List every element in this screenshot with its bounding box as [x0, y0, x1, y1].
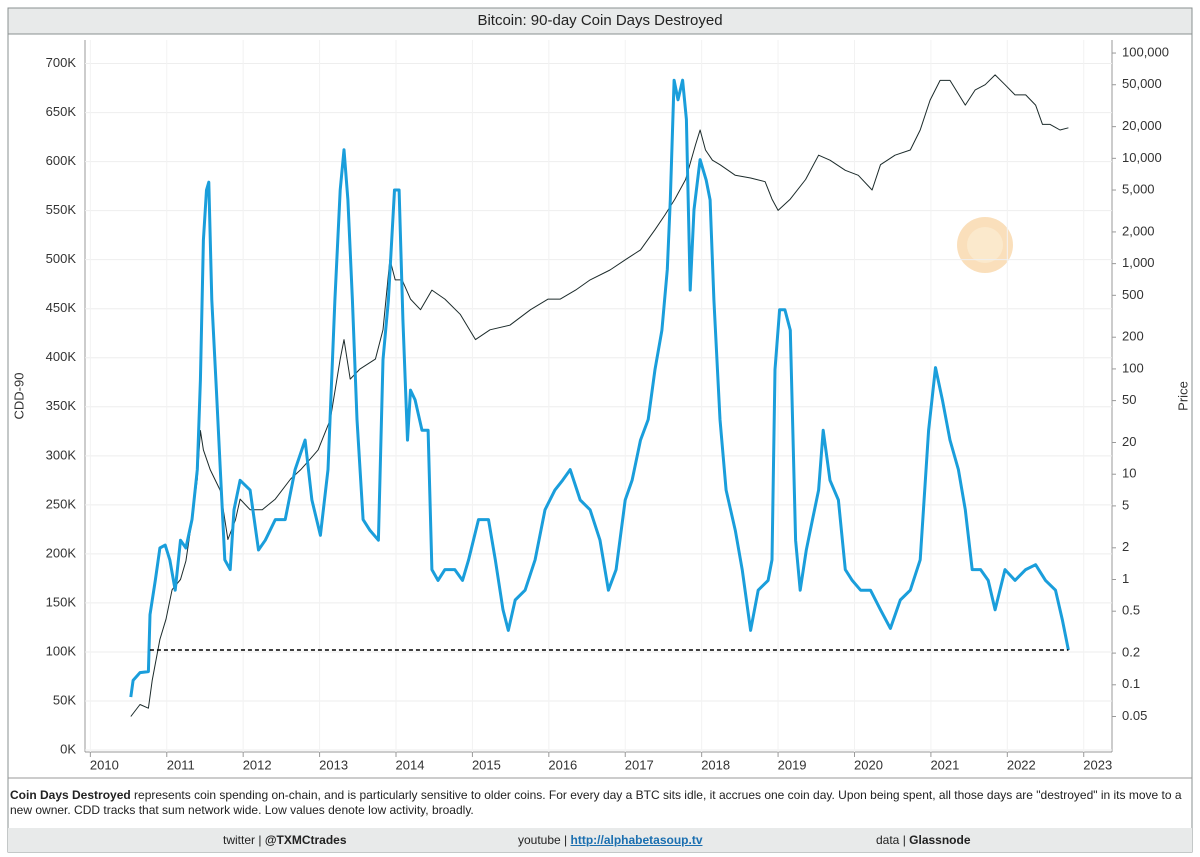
x-tick-label: 2021: [930, 757, 959, 772]
footer-label: youtube |: [518, 833, 568, 847]
x-tick-label: 2023: [1083, 757, 1112, 772]
y-tick-label: 400K: [46, 349, 77, 364]
footer-label: data |: [876, 833, 906, 847]
y-tick-label: 0K: [60, 741, 76, 756]
data-source: Glassnode: [909, 833, 971, 847]
y2-tick-label: 0.05: [1122, 708, 1147, 723]
y2-tick-label: 200: [1122, 329, 1144, 344]
y2-tick-label: 500: [1122, 287, 1144, 302]
footer-data: data | Glassnode: [876, 833, 971, 847]
y-tick-label: 550K: [46, 202, 77, 217]
y2-tick-label: 2: [1122, 539, 1129, 554]
caption-term: Coin Days Destroyed: [10, 788, 131, 802]
y2-tick-label: 10,000: [1122, 150, 1162, 165]
x-tick-label: 2013: [319, 757, 348, 772]
watermark: [957, 217, 1013, 273]
footer: twitter | @TXMCtrades youtube | http://a…: [8, 828, 1192, 852]
price-line: [130, 74, 1069, 717]
y2-tick-label: 0.2: [1122, 645, 1140, 660]
y2-tick-label: 10: [1122, 466, 1136, 481]
footer-label: twitter |: [223, 833, 262, 847]
y-tick-label: 650K: [46, 104, 77, 119]
frame: [7, 7, 1193, 853]
y2-tick-label: 100,000: [1122, 44, 1169, 59]
y-tick-label: 600K: [46, 153, 77, 168]
y-tick-label: 450K: [46, 300, 77, 315]
x-tick-label: 2020: [854, 757, 883, 772]
x-tick-label: 2011: [167, 757, 195, 772]
y2-tick-label: 0.5: [1122, 603, 1140, 618]
title-bar: [7, 7, 1193, 35]
x-tick-label: 2015: [472, 757, 501, 772]
y-tick-label: 150K: [46, 594, 77, 609]
y2-tick-label: 1,000: [1122, 255, 1155, 270]
y-tick-label: 700K: [46, 55, 77, 70]
y-tick-label: 250K: [46, 496, 77, 511]
x-tick-label: 2016: [548, 757, 577, 772]
y2-tick-label: 0.1: [1122, 676, 1140, 691]
x-tick-label: 2019: [778, 757, 807, 772]
x-tick-label: 2022: [1007, 757, 1036, 772]
chart-title: Bitcoin: 90-day Coin Days Destroyed: [477, 12, 722, 29]
caption-text: represents coin spending on-chain, and i…: [10, 788, 1182, 817]
y-tick-label: 500K: [46, 251, 77, 266]
y2-tick-label: 5,000: [1122, 181, 1155, 196]
y2-tick-label: 2,000: [1122, 223, 1155, 238]
y2-tick-label: 1: [1122, 571, 1129, 586]
y2-tick-label: 50,000: [1122, 76, 1162, 91]
y-tick-label: 300K: [46, 447, 77, 462]
y2-axis-title: Price: [1175, 381, 1190, 411]
x-tick-label: 2012: [243, 757, 272, 772]
youtube-link[interactable]: http://alphabetasoup.tv: [570, 833, 703, 847]
y-tick-label: 350K: [46, 398, 77, 413]
y2-tick-label: 20,000: [1122, 118, 1162, 133]
y-tick-label: 50K: [53, 692, 76, 707]
y-axis-title: CDD-90: [11, 373, 26, 420]
x-tick-label: 2018: [701, 757, 730, 772]
footer-youtube: youtube | http://alphabetasoup.tv: [518, 833, 703, 847]
y2-tick-label: 50: [1122, 392, 1136, 407]
caption: Coin Days Destroyed represents coin spen…: [10, 788, 1190, 818]
x-tick-label: 2010: [90, 757, 119, 772]
y-tick-label: 100K: [46, 643, 77, 658]
y2-tick-label: 100: [1122, 360, 1144, 375]
x-tick-label: 2014: [396, 757, 425, 772]
x-tick-label: 2017: [625, 757, 654, 772]
twitter-handle: @TXMCtrades: [264, 833, 347, 847]
cdd-line: [129, 78, 1070, 698]
footer-twitter: twitter | @TXMCtrades: [223, 833, 347, 847]
y2-tick-label: 5: [1122, 497, 1129, 512]
y2-tick-label: 20: [1122, 434, 1136, 449]
y-tick-label: 200K: [46, 545, 77, 560]
